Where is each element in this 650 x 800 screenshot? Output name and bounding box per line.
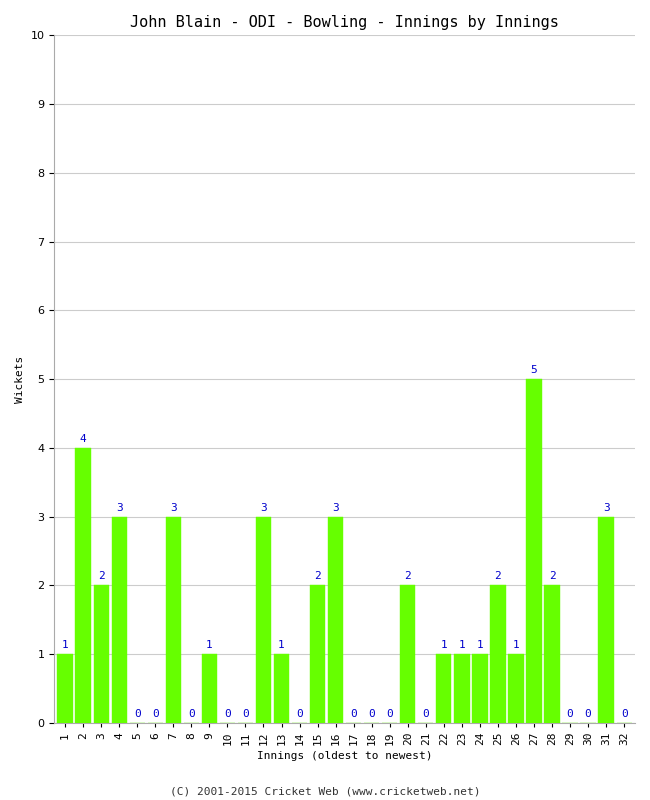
Bar [310,586,325,723]
Title: John Blain - ODI - Bowling - Innings by Innings: John Blain - ODI - Bowling - Innings by … [130,15,559,30]
Bar [166,517,181,723]
Text: 3: 3 [170,502,177,513]
Text: 2: 2 [98,571,105,582]
Bar [526,379,541,723]
Text: 5: 5 [530,365,538,375]
Text: 3: 3 [116,502,123,513]
Text: 0: 0 [585,709,592,718]
Text: 0: 0 [369,709,375,718]
Bar [454,654,469,723]
Text: 1: 1 [458,640,465,650]
Bar [508,654,524,723]
Text: 1: 1 [441,640,447,650]
Text: 1: 1 [62,640,68,650]
Text: 0: 0 [422,709,429,718]
Text: 3: 3 [332,502,339,513]
X-axis label: Innings (oldest to newest): Innings (oldest to newest) [257,751,432,761]
Text: 3: 3 [260,502,267,513]
Text: 4: 4 [80,434,86,444]
Bar [256,517,271,723]
Text: 2: 2 [495,571,501,582]
Text: 0: 0 [224,709,231,718]
Bar [490,586,506,723]
Text: 0: 0 [386,709,393,718]
Bar [400,586,415,723]
Bar [544,586,560,723]
Text: 0: 0 [567,709,573,718]
Text: 1: 1 [206,640,213,650]
Bar [112,517,127,723]
Text: 0: 0 [134,709,140,718]
Bar [328,517,343,723]
Text: 0: 0 [152,709,159,718]
Text: 0: 0 [242,709,249,718]
Text: 3: 3 [603,502,610,513]
Bar [599,517,614,723]
Bar [274,654,289,723]
Bar [202,654,217,723]
Text: 0: 0 [350,709,357,718]
Y-axis label: Wickets: Wickets [15,355,25,402]
Text: 0: 0 [296,709,303,718]
Bar [57,654,73,723]
Text: 0: 0 [621,709,627,718]
Text: 1: 1 [476,640,484,650]
Bar [473,654,488,723]
Bar [94,586,109,723]
Text: 0: 0 [188,709,195,718]
Text: 1: 1 [278,640,285,650]
Text: 1: 1 [513,640,519,650]
Text: (C) 2001-2015 Cricket Web (www.cricketweb.net): (C) 2001-2015 Cricket Web (www.cricketwe… [170,786,480,796]
Text: 2: 2 [314,571,321,582]
Bar [436,654,452,723]
Text: 2: 2 [549,571,555,582]
Text: 2: 2 [404,571,411,582]
Bar [75,448,91,723]
